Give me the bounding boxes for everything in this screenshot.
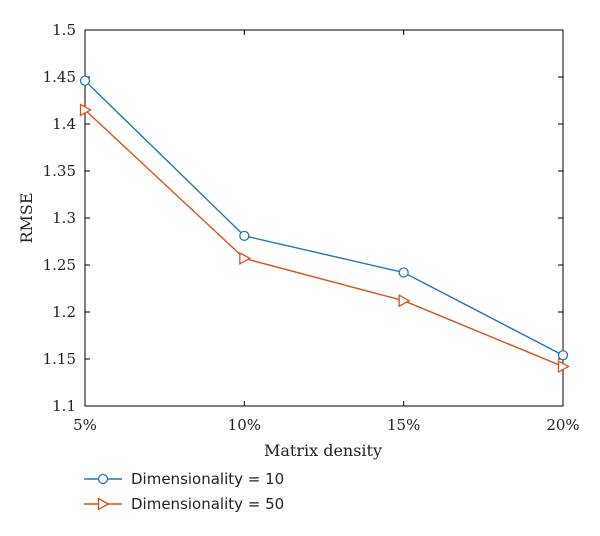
legend-label: Dimensionality = 50 <box>131 495 284 513</box>
series-line <box>84 80 564 356</box>
x-tick-label: 5% <box>73 416 97 434</box>
legend: Dimensionality = 10 Dimensionality = 50 <box>84 470 284 513</box>
data-point <box>398 294 411 308</box>
x-tick-label: 20% <box>546 416 579 434</box>
legend-item: Dimensionality = 50 <box>84 495 284 513</box>
legend-item: Dimensionality = 10 <box>84 470 284 488</box>
data-point <box>239 230 250 242</box>
y-tick-label: 1.4 <box>52 115 76 133</box>
series-line <box>84 109 564 368</box>
y-tick-label: 1.45 <box>43 68 76 86</box>
x-axis-ticks: 5% 10% 15% 20% <box>73 30 580 434</box>
y-tick-label: 1.1 <box>52 397 76 415</box>
legend-marker <box>97 497 110 511</box>
legend-marker <box>97 473 109 485</box>
series-2 <box>79 103 570 374</box>
x-tick-label: 10% <box>228 416 261 434</box>
data-point <box>79 75 91 86</box>
plot-frame <box>84 29 564 407</box>
y-axis-ticks: 1.1 1.15 1.2 1.25 1.3 1.35 1.4 1.45 1.5 <box>43 21 563 415</box>
data-point <box>557 359 570 374</box>
y-tick-label: 1.3 <box>52 209 76 227</box>
y-tick-label: 1.35 <box>43 162 76 180</box>
x-axis-label: Matrix density <box>264 441 382 460</box>
y-tick-label: 1.2 <box>52 303 76 321</box>
data-point <box>79 103 92 117</box>
y-tick-label: 1.15 <box>43 350 76 368</box>
x-tick-label: 15% <box>387 416 420 434</box>
y-tick-label: 1.5 <box>52 21 76 39</box>
legend-label: Dimensionality = 10 <box>131 470 284 488</box>
data-point <box>239 251 252 266</box>
series-layer <box>79 75 570 374</box>
data-point <box>557 350 569 361</box>
y-axis-label: RMSE <box>17 192 36 243</box>
data-point <box>398 267 409 278</box>
y-tick-label: 1.25 <box>43 256 76 274</box>
series-1 <box>79 75 569 361</box>
